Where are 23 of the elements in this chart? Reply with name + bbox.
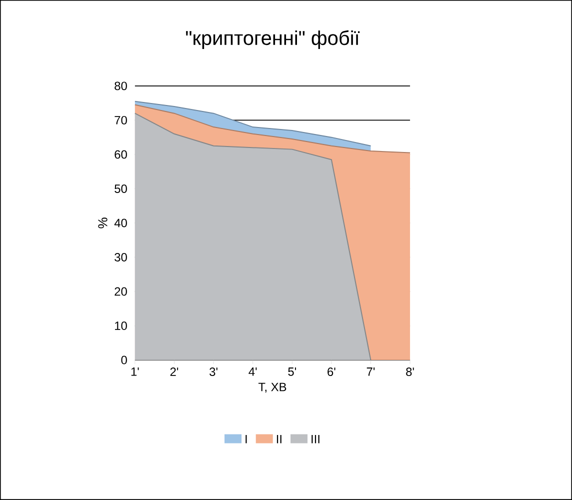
x-tick-label: 7' [366,368,375,376]
y-tick-label: 70 [114,116,127,124]
y-tick-label: 80 [114,82,127,90]
x-tick-label: 5' [288,368,296,376]
x-tick-label: 4' [248,368,257,376]
legend-label: II [276,435,282,444]
x-tick-label: 3' [210,368,218,376]
chart-title: "криптогенні" фобії [186,30,360,50]
y-tick-label: 50 [114,184,127,193]
legend-label: I [246,435,247,444]
y-tick-label: 10 [115,322,127,330]
y-tick-label: 40 [114,218,127,228]
x-axis-title: T, ХВ [258,382,286,393]
x-tick-label: 1' [131,368,139,376]
y-tick-label: 0 [121,356,127,364]
x-tick-label: 8' [406,368,414,376]
legend-label: III [312,435,320,444]
x-tick-label: 2' [170,368,178,376]
y-tick-label: 60 [114,150,127,159]
y-axis-title: % [98,218,108,228]
y-tick-label: 20 [114,287,127,296]
x-tick-label: 6' [328,368,336,376]
y-tick-label: 30 [114,253,127,262]
